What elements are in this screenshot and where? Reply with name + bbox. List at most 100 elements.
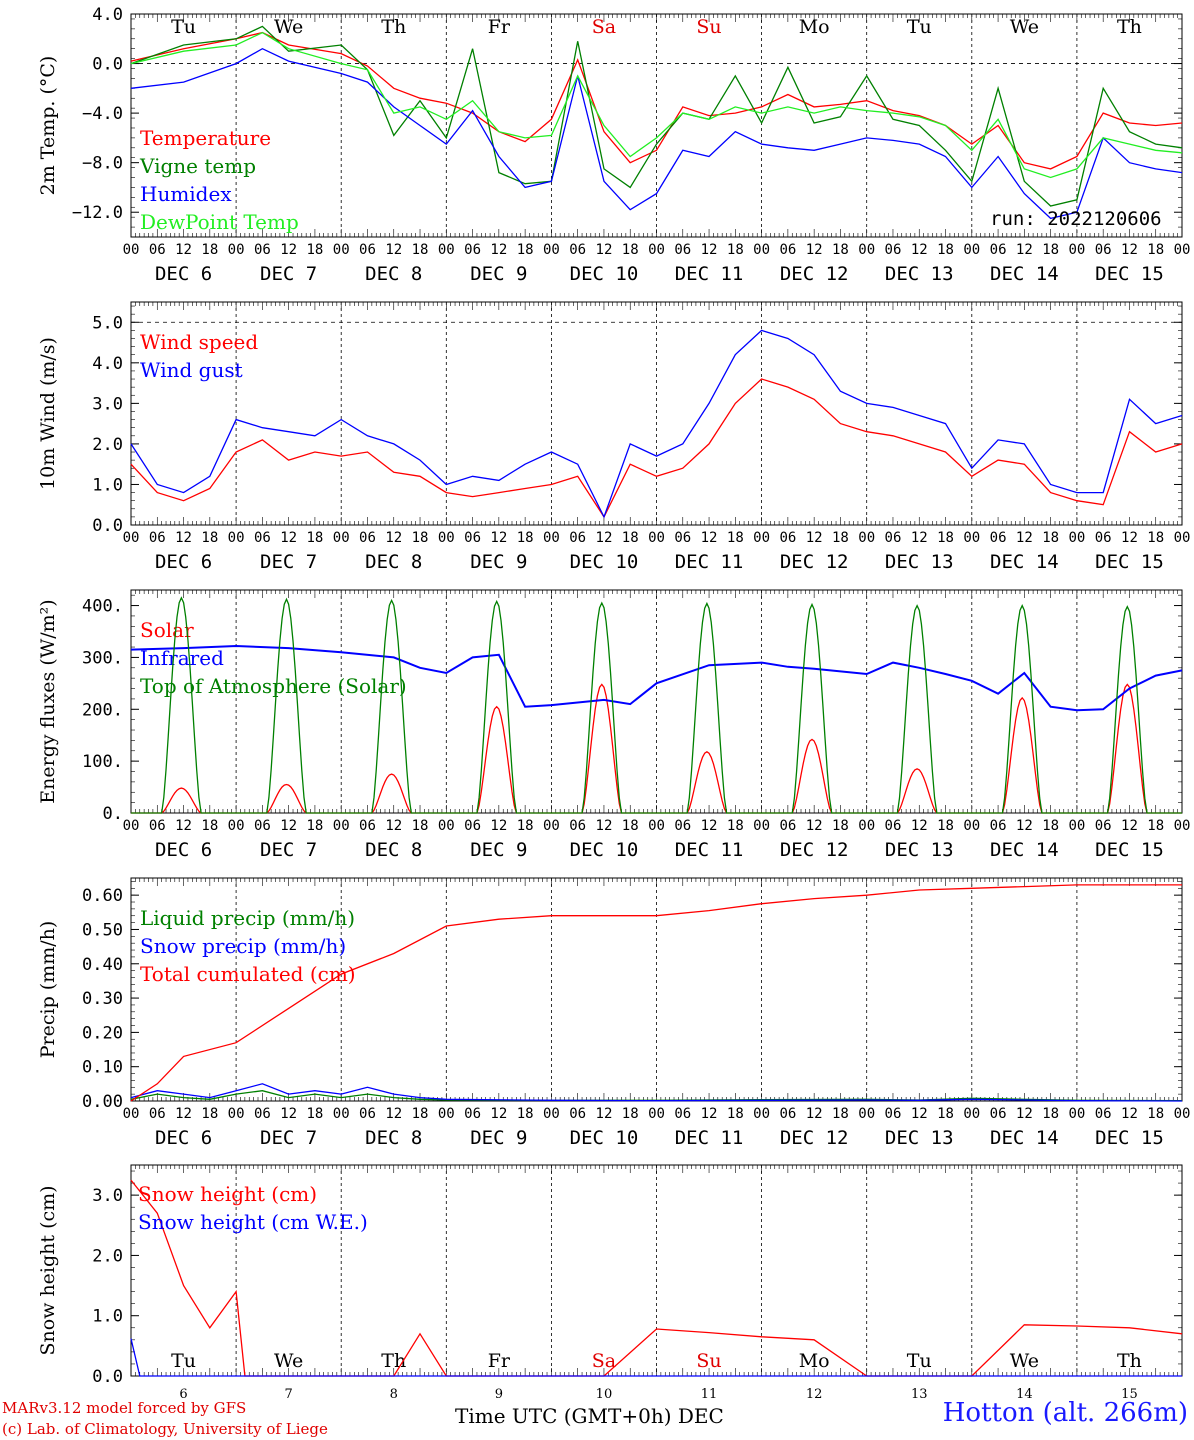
y-tick-label: 300. [82, 648, 123, 668]
x-tick-label: 18 [1147, 242, 1164, 258]
x-tick-label: 00 [648, 1106, 665, 1122]
y-tick-label: 0.0 [92, 516, 123, 536]
plot-frame [130, 301, 1183, 526]
x-tick-label: 12 [596, 1106, 613, 1122]
panel-2: 0.0 1.0 2.0 3.0 4.0 5.0 10m Wind (m/s) 00 06 12 18… [37, 301, 1190, 573]
x-tick-label: 12 [596, 530, 613, 546]
x-tick-label: 12 [175, 530, 192, 546]
y-tick-label: 100. [82, 752, 123, 772]
legend-entry: Infrared [140, 646, 224, 670]
x-tick-label: 18 [1042, 1106, 1059, 1122]
x-tick-label: 06 [359, 1106, 376, 1122]
day-label: DEC 12 [780, 263, 849, 285]
weekday-label: Tu [171, 1350, 196, 1372]
day-label: DEC 10 [570, 551, 639, 573]
y-axis-label: Snow height (cm) [37, 1185, 59, 1355]
x-tick-label: 06 [464, 242, 481, 258]
x-tick-label: 00 [333, 242, 350, 258]
day-label: DEC 15 [1095, 551, 1164, 573]
x-tick-label: 06 [674, 818, 691, 834]
x-tick-label: 12 [280, 530, 297, 546]
x-tick-label: 00 [543, 530, 560, 546]
legend-entry: Total cumulated (cm) [140, 962, 356, 986]
x-tick-label: 18 [517, 242, 534, 258]
x-tick-label: 12 [911, 818, 928, 834]
y-tick-label: 0.0 [92, 1367, 123, 1387]
x-tick-label: 18 [832, 818, 849, 834]
day-label: DEC 12 [780, 551, 849, 573]
x-tick-label: 00 [543, 1106, 560, 1122]
legend-entry: Wind speed [140, 330, 258, 354]
y-axis-label: 2m Temp. (°C) [37, 56, 59, 196]
day-label: DEC 8 [365, 551, 422, 573]
series-line-top-of-atmosphere-solar [131, 596, 1182, 814]
legend-entry: Humidex [140, 182, 232, 206]
x-tick-label: 06 [464, 818, 481, 834]
day-label: DEC 9 [470, 263, 527, 285]
weekday-label: We [1010, 16, 1039, 38]
x-tick-label: 00 [858, 242, 875, 258]
y-tick-label: 0. [103, 804, 123, 824]
day-number: 14 [1016, 1387, 1033, 1402]
legend-entry: Snow precip (mm/h) [140, 934, 346, 958]
y-tick-label: 0.50 [82, 920, 123, 940]
x-tick-label: 18 [201, 530, 218, 546]
x-tick-label: 06 [674, 530, 691, 546]
day-label: DEC 6 [155, 263, 212, 285]
x-tick-label: 06 [779, 1106, 796, 1122]
weekday-label: Th [381, 16, 406, 38]
weekday-label: Tu [907, 16, 932, 38]
x-tick-label: 06 [1095, 530, 1112, 546]
day-label: DEC 14 [990, 551, 1059, 573]
series-line-snow-precip-mm-h [130, 1083, 1183, 1102]
x-tick-label: 06 [359, 818, 376, 834]
panel-3: 0. 100. 200. 300. 400. Energy fluxes (W/m²) 00… [37, 589, 1190, 861]
panel-4: 0.00 0.10 0.20 0.30 0.40 0.50 0.60 Precip (mm/h… [37, 877, 1190, 1149]
x-tick-label: 06 [990, 530, 1007, 546]
x-tick-label: 18 [201, 242, 218, 258]
footer: MARv3.12 model forced by GFS (c) Lab. of… [2, 1398, 328, 1440]
y-axis-label: Precip (mm/h) [37, 921, 59, 1059]
x-tick-label: 12 [1016, 1106, 1033, 1122]
legend-entry: DewPoint Temp [140, 210, 299, 234]
x-tick-label: 00 [648, 242, 665, 258]
x-tick-label: 00 [1174, 242, 1191, 258]
site-title: Hotton (alt. 266m) [942, 1398, 1188, 1428]
x-tick-label: 00 [753, 1106, 770, 1122]
day-number: 9 [495, 1387, 503, 1402]
day-label: DEC 7 [260, 551, 317, 573]
x-tick-label: 06 [990, 242, 1007, 258]
x-tick-label: 12 [490, 242, 507, 258]
y-tick-label: −4.0 [82, 104, 123, 124]
x-tick-label: 06 [885, 530, 902, 546]
x-tick-label: 18 [517, 530, 534, 546]
x-tick-label: 00 [228, 818, 245, 834]
x-tick-label: 18 [727, 818, 744, 834]
weekday-label: Sa [592, 1350, 616, 1372]
x-tick-label: 06 [674, 1106, 691, 1122]
panel-5: 0.0 1.0 2.0 3.0 Snow height (cm) 6 7 8 9 10 11 12 13… [37, 1164, 1183, 1402]
x-tick-label: 18 [412, 1106, 429, 1122]
y-tick-label: 0.40 [82, 955, 123, 975]
weekday-label: Tu [907, 1350, 932, 1372]
day-label: DEC 11 [675, 551, 744, 573]
x-tick-label: 12 [911, 1106, 928, 1122]
x-tick-label: 12 [911, 530, 928, 546]
y-tick-label: 3.0 [92, 1186, 123, 1206]
day-label: DEC 15 [1095, 1127, 1164, 1149]
x-tick-label: 06 [254, 530, 271, 546]
x-tick-label: 18 [201, 818, 218, 834]
day-label: DEC 9 [470, 839, 527, 861]
x-tick-label: 00 [333, 818, 350, 834]
x-tick-label: 00 [543, 818, 560, 834]
legend-entry: Snow height (cm W.E.) [138, 1210, 368, 1234]
x-tick-label: 18 [727, 1106, 744, 1122]
y-tick-label: 200. [82, 700, 123, 720]
y-tick-label: 0.60 [82, 886, 123, 906]
x-tick-label: 06 [990, 818, 1007, 834]
y-tick-label: 400. [82, 597, 123, 617]
day-number: 13 [911, 1387, 928, 1402]
x-tick-label: 06 [990, 1106, 1007, 1122]
weekday-label: Fr [488, 16, 511, 38]
x-tick-label: 06 [569, 1106, 586, 1122]
